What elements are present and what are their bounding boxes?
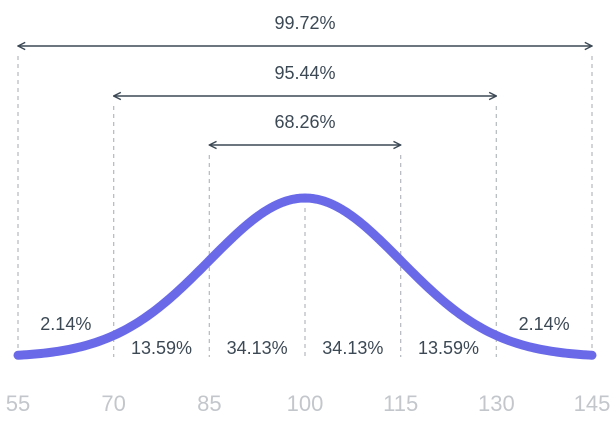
segment-label: 2.14% [40, 314, 91, 334]
span-label: 95.44% [274, 63, 335, 83]
segment-label: 34.13% [227, 338, 288, 358]
x-tick-label: 130 [478, 391, 515, 416]
x-tick-label: 115 [383, 391, 418, 416]
segment-label: 34.13% [322, 338, 383, 358]
x-tick-label: 145 [574, 391, 611, 416]
segment-label: 13.59% [418, 338, 479, 358]
segment-label: 2.14% [519, 314, 570, 334]
bell-curve [13, 193, 597, 360]
span-label: 68.26% [274, 112, 335, 132]
x-tick-label: 85 [197, 391, 221, 416]
segment-label: 13.59% [131, 338, 192, 358]
x-tick-label: 100 [287, 391, 324, 416]
span-label: 99.72% [274, 13, 335, 33]
x-tick-label: 70 [101, 391, 125, 416]
x-tick-label: 55 [6, 391, 30, 416]
